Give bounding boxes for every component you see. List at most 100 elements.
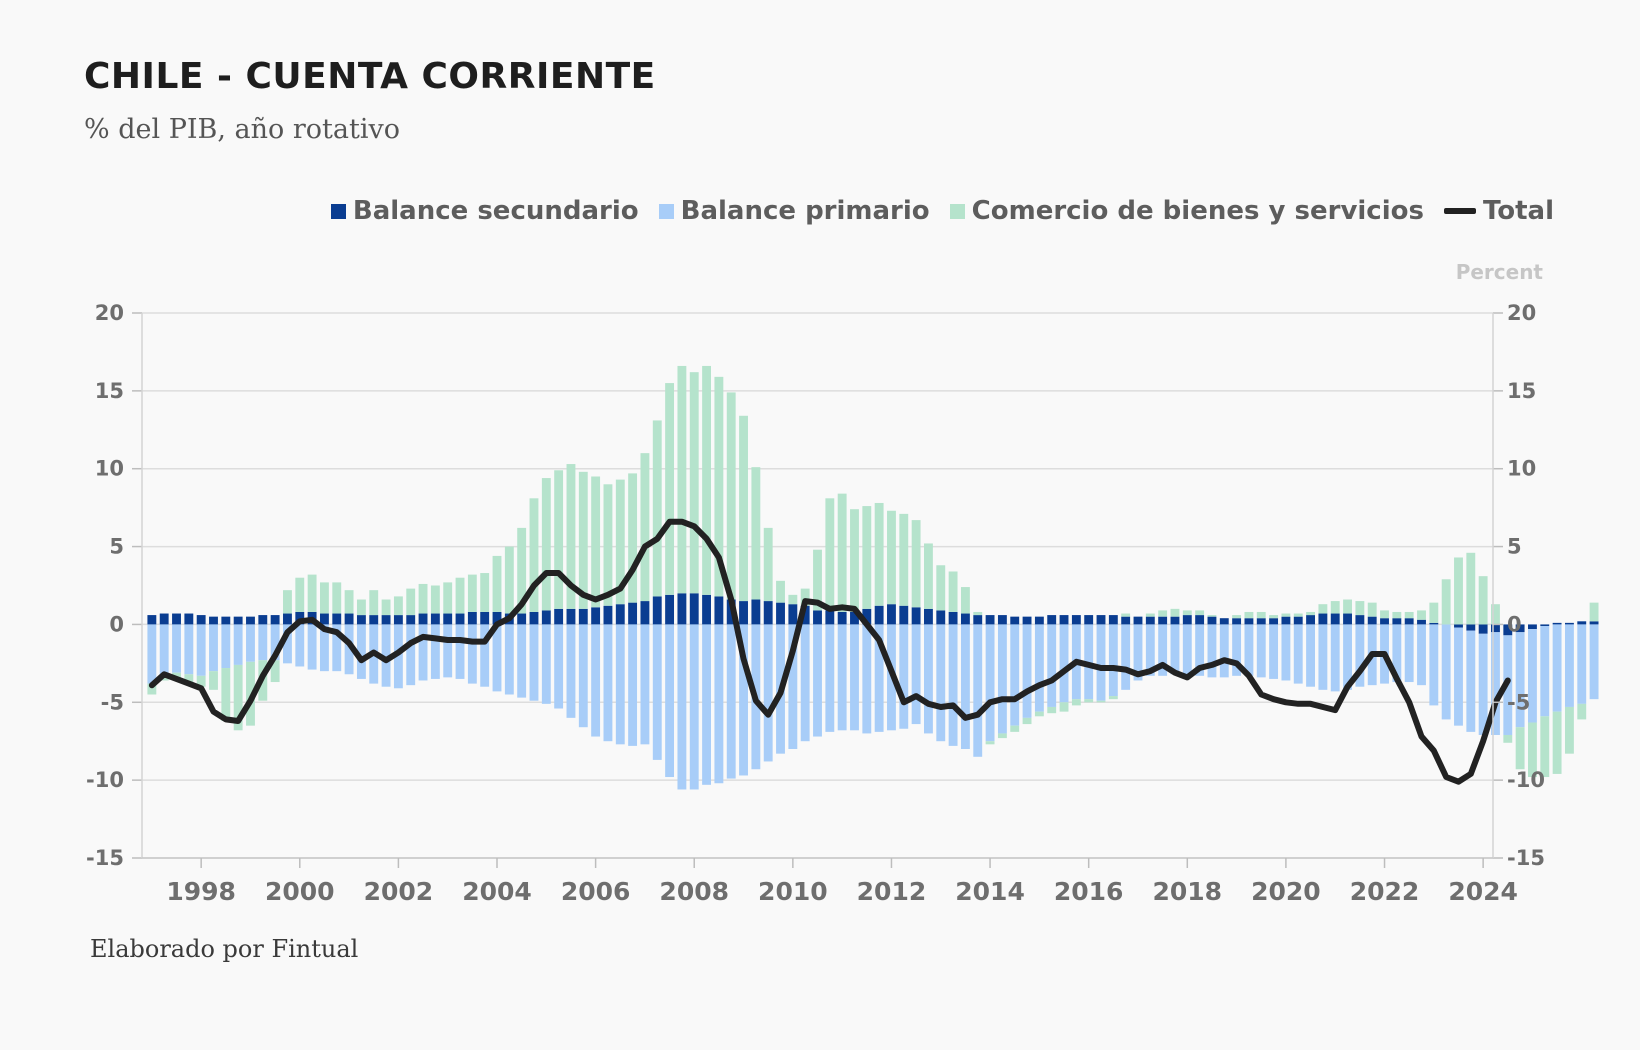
bar-secundario-38 [615,604,625,625]
bar-primario-92 [1281,624,1291,681]
legend-item-total[interactable]: Total [1443,196,1554,226]
bar-secundario-3 [184,613,194,625]
xtick-label-2014: 2014 [955,877,1025,906]
bar-secundario-97 [1343,613,1352,625]
total-point-43 [681,521,683,523]
bar-secundario-65 [948,611,958,625]
bar-primario-56 [837,624,847,731]
total-point-25 [459,639,461,641]
bar-secundario-44 [689,593,699,625]
bar-secundario-10 [270,615,280,625]
bar-secundario-12 [295,611,305,625]
bar-secundario-80 [1133,616,1143,625]
bar-secundario-56 [837,611,847,625]
bar-secundario-78 [1108,615,1118,625]
total-point-21 [410,642,412,644]
bar-comercio-75 [1071,699,1081,706]
total-point-15 [336,631,338,633]
total-point-22 [422,636,424,638]
total-point-37 [607,594,609,596]
bar-primario-8 [246,624,255,662]
total-point-83 [1174,672,1176,674]
bar-secundario-72 [1034,616,1044,625]
bar-comercio-108 [1478,576,1488,625]
total-point-45 [706,538,708,540]
bar-primario-87 [1219,624,1229,678]
total-point-59 [878,639,880,641]
bar-primario-11 [283,624,292,664]
bar-comercio-48 [739,415,748,602]
bar-comercio-20 [393,596,403,616]
bar-comercio-36 [591,476,601,608]
bar-comercio-83 [1170,608,1180,617]
bar-secundario-15 [332,613,342,625]
bar-primario-35 [578,624,588,728]
total-point-92 [1285,701,1287,703]
total-point-55 [829,608,831,610]
bar-comercio-98 [1355,601,1365,616]
bar-secundario-90 [1256,618,1266,625]
total-point-89 [1248,675,1250,677]
bar-comercio-15 [332,582,342,614]
bar-secundario-20 [393,615,403,625]
bar-secundario-66 [960,613,970,625]
legend-item-primario[interactable]: Balance primario [658,196,930,226]
legend-swatch-primario [658,203,674,219]
bar-comercio-44 [689,372,699,594]
bar-secundario-82 [1158,616,1168,625]
bar-comercio-41 [652,420,662,597]
bar-secundario-116 [1577,621,1587,625]
total-point-85 [1199,667,1201,669]
xtick-label-2020: 2020 [1251,877,1321,906]
bar-secundario-11 [283,613,292,625]
bar-primario-21 [406,624,416,686]
total-point-65 [952,704,954,706]
bar-primario-39 [628,624,638,746]
bar-secundario-7 [233,616,243,625]
total-point-24 [447,639,449,641]
total-point-0 [151,684,153,686]
bar-comercio-72 [1034,711,1044,717]
bar-primario-115 [1564,624,1574,707]
bar-secundario-109 [1491,624,1500,633]
legend-item-secundario[interactable]: Balance secundario [330,196,639,226]
bar-secundario-0 [147,615,157,625]
ytick-label-right-20: 20 [1507,301,1536,325]
bar-primario-54 [813,624,822,737]
bar-secundario-104 [1429,622,1439,625]
legend-label-secundario: Balance secundario [352,196,639,226]
bar-comercio-103 [1417,610,1426,620]
total-point-82 [1162,664,1164,666]
bar-primario-88 [1232,624,1242,676]
bar-comercio-101 [1392,611,1402,619]
legend-item-comercio[interactable]: Comercio de bienes y servicios [949,196,1424,226]
bar-comercio-49 [751,467,761,600]
bar-secundario-100 [1380,618,1389,625]
total-point-13 [311,619,313,621]
bar-secundario-34 [566,608,576,625]
bar-comercio-23 [430,585,440,614]
legend-label-total: Total [1482,196,1554,226]
bar-secundario-19 [381,615,391,625]
bar-secundario-16 [344,613,354,625]
total-point-103 [1421,736,1423,738]
bar-primario-103 [1417,624,1426,686]
bar-primario-9 [258,624,268,661]
bar-secundario-35 [578,608,588,625]
bar-secundario-5 [209,616,218,625]
bar-secundario-108 [1478,624,1488,634]
bar-primario-28 [492,624,502,692]
bar-comercio-60 [887,510,896,605]
bar-comercio-56 [837,493,847,612]
bar-primario-113 [1540,625,1550,717]
total-point-104 [1433,750,1435,752]
bar-secundario-59 [874,605,884,625]
bar-primario-13 [307,624,317,670]
bar-secundario-96 [1330,613,1340,625]
bar-primario-76 [1084,624,1094,700]
bar-primario-41 [652,624,662,760]
bar-comercio-104 [1429,602,1439,623]
bar-comercio-109 [1491,604,1500,625]
bar-comercio-12 [295,577,305,612]
bar-secundario-70 [1010,616,1020,625]
